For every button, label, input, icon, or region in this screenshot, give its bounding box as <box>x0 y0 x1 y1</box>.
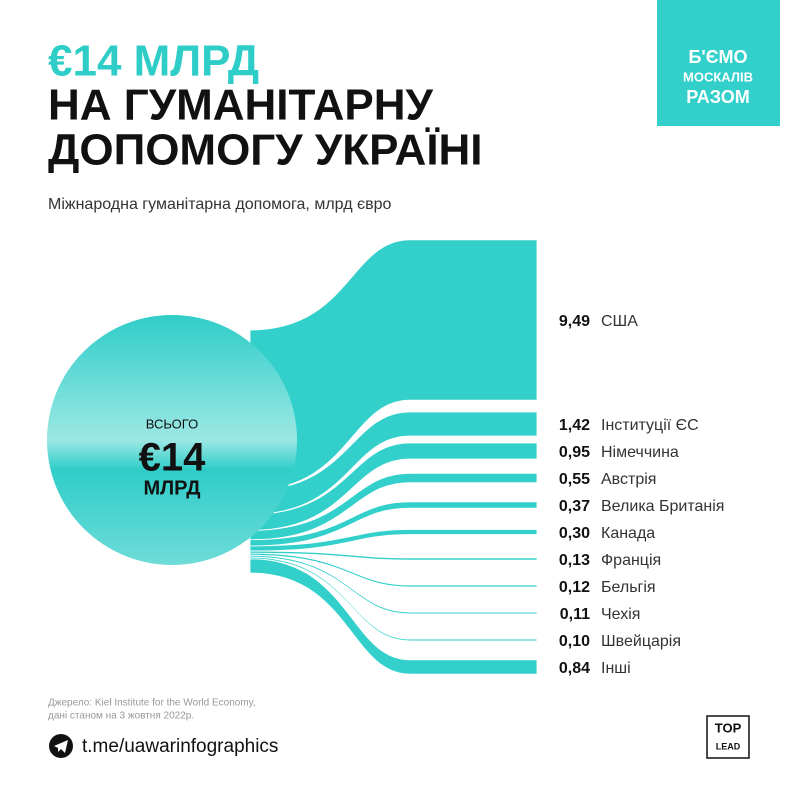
flow <box>249 558 538 675</box>
link[interactable]: t.me/uawarinfographics <box>82 736 278 757</box>
category-label: Інституції ЄС <box>601 417 699 434</box>
source: дані станом на 3 жовтня 2022р. <box>48 711 194 722</box>
value-label: 0,13 <box>559 552 590 569</box>
flow <box>249 472 538 541</box>
value-label: 0,11 <box>560 606 590 623</box>
total-circle <box>47 315 297 565</box>
badge-text: МОСКАЛІВ <box>683 69 753 84</box>
value-label: 1,42 <box>559 417 590 434</box>
telegram-plane <box>54 740 68 753</box>
value-label: 0,37 <box>559 498 590 515</box>
logo-box <box>706 715 750 759</box>
value-label: 9,49 <box>559 313 590 330</box>
value-label: 0,55 <box>559 471 590 488</box>
flow <box>249 239 538 491</box>
title-line: €14 МЛРД <box>48 37 259 86</box>
category-label: Велика Британія <box>601 498 724 515</box>
flow <box>249 529 538 552</box>
flow <box>249 501 538 547</box>
flow <box>249 411 538 515</box>
category-label: Німеччина <box>601 444 679 461</box>
category-label: Швейцарія <box>601 633 681 650</box>
flow <box>249 550 538 561</box>
flow <box>249 442 538 531</box>
value-label: 0,30 <box>559 525 590 542</box>
value-label: 0,84 <box>559 660 590 677</box>
flows <box>249 239 538 675</box>
flow <box>249 552 538 588</box>
flow <box>249 554 538 615</box>
total-caption: ВСЬОГО <box>146 416 198 431</box>
category-label: Бельгія <box>601 579 656 596</box>
total-unit: МЛРД <box>143 477 200 499</box>
value-label: 0,10 <box>559 633 590 650</box>
title-line: ДОПОМОГУ УКРАЇНІ <box>48 126 482 175</box>
logo-text: LEAD <box>716 741 741 751</box>
title-line: НА ГУМАНІТАРНУ <box>48 81 434 130</box>
badge-text: Б'ЄМО <box>688 47 747 67</box>
flow <box>249 556 538 642</box>
subtitle: Міжнародна гуманітарна допомога, млрд єв… <box>48 196 392 213</box>
value-label: 0,12 <box>559 579 590 596</box>
category-label: Канада <box>601 525 655 542</box>
labels: 9,49 США 1,42 Інституції ЄС 0,95 Німеччина 0,5… <box>559 313 725 677</box>
badge-bg <box>657 0 780 126</box>
logo-text: TOP <box>715 720 742 735</box>
category-label: Інші <box>601 660 631 677</box>
value-label: 0,95 <box>559 444 590 461</box>
source: Джерело: Kiel Institute for the World Ec… <box>48 698 256 709</box>
badge-text: РАЗОМ <box>686 87 749 107</box>
category-label: Австрія <box>601 471 656 488</box>
category-label: США <box>601 313 638 330</box>
total-amount: €14 <box>139 436 206 480</box>
category-label: Чехія <box>601 606 640 623</box>
category-label: Франція <box>601 552 661 569</box>
